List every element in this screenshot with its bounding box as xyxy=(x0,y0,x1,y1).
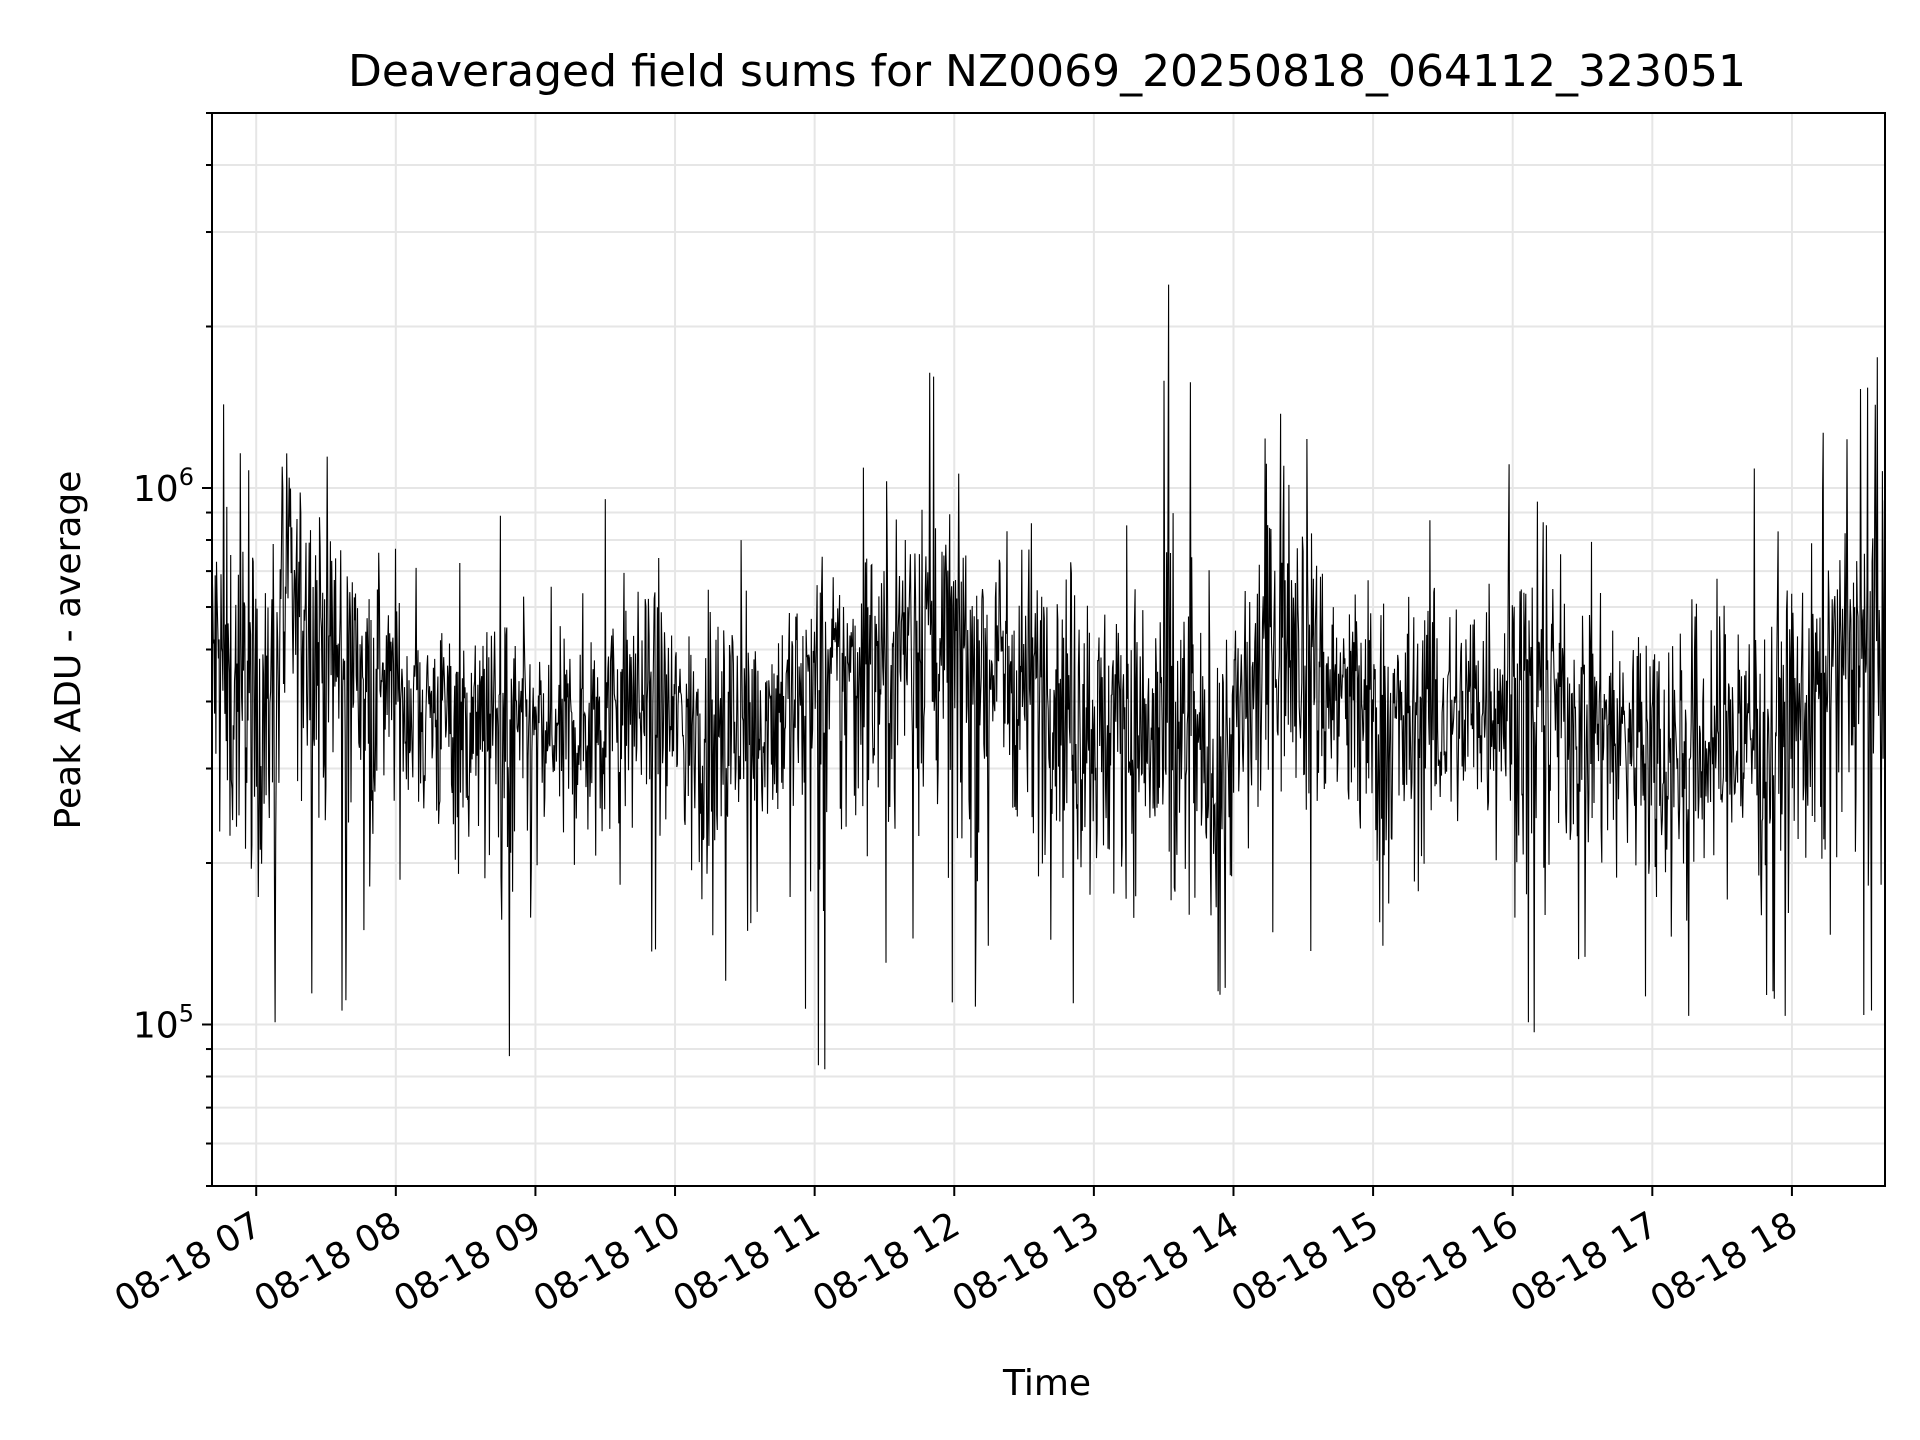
y-tick-exponent: 5 xyxy=(179,999,194,1027)
series-line xyxy=(211,284,1886,1070)
y-tick-base: 10 xyxy=(133,1005,179,1046)
y-tick-label: 105 xyxy=(133,999,194,1046)
y-tick-label: 106 xyxy=(133,463,194,510)
x-axis-label: Time xyxy=(1002,1363,1091,1404)
series-line-group xyxy=(211,284,1886,1070)
y-tick-base: 10 xyxy=(133,469,179,510)
y-tick-exponent: 6 xyxy=(179,463,194,491)
plot-frame xyxy=(211,112,1886,1187)
y-axis-label: Peak ADU - average xyxy=(48,471,89,830)
chart-title: Deaveraged field sums for NZ0069_2025081… xyxy=(348,46,1746,97)
